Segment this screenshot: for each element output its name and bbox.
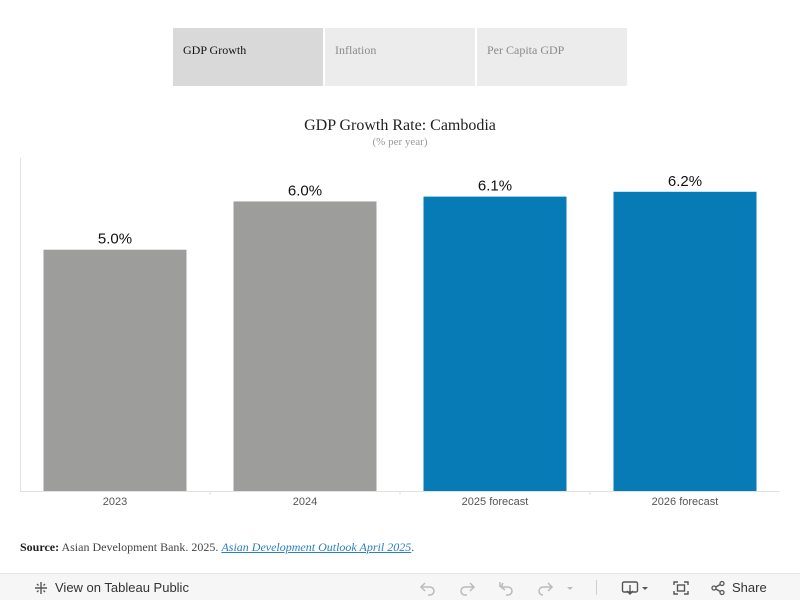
bar-2025-forecast — [423, 196, 567, 491]
x-tick-label: 2023 — [103, 496, 127, 508]
share-button[interactable]: Share — [710, 574, 767, 600]
bar-2024 — [233, 201, 377, 491]
bar-2026-forecast — [613, 191, 757, 492]
tab-inflation[interactable]: Inflation — [325, 28, 475, 86]
tableau-logo-icon — [35, 581, 47, 594]
source-link[interactable]: Asian Development Outlook April 2025 — [221, 540, 412, 554]
share-icon — [711, 580, 725, 595]
toolbar-divider — [596, 580, 597, 595]
refresh-menu-button[interactable] — [565, 574, 575, 600]
share-label: Share — [732, 580, 767, 595]
x-tick-label: 2025 forecast — [462, 496, 529, 508]
source-label: Source: — [20, 540, 60, 554]
tab-bar: GDP Growth Inflation Per Capita GDP — [173, 28, 627, 86]
undo-button[interactable] — [419, 574, 437, 600]
view-on-tableau-button[interactable]: View on Tableau Public — [33, 574, 189, 600]
x-tick-label: 2024 — [293, 496, 317, 508]
chevron-down-icon — [567, 586, 573, 590]
bar-chart: 5.0% 2023 6.0% 2024 6.1% 2025 forecast 6.2% 202… — [20, 158, 780, 508]
data-label: 6.0% — [288, 182, 322, 199]
fullscreen-icon — [673, 580, 689, 595]
source-text: Asian Development Bank. 2025. — [61, 540, 219, 554]
fullscreen-button[interactable] — [672, 574, 690, 600]
x-tick-label: 2026 forecast — [652, 496, 719, 508]
download-button[interactable] — [621, 574, 651, 600]
refresh-icon — [538, 581, 554, 596]
bar-2023 — [43, 249, 187, 491]
chart-title: GDP Growth Rate: Cambodia — [304, 117, 496, 134]
view-on-tableau-label: View on Tableau Public — [55, 580, 189, 595]
data-label: 6.2% — [668, 173, 702, 190]
revert-button[interactable] — [497, 574, 515, 600]
data-label: 5.0% — [98, 231, 132, 248]
tab-per-capita-gdp[interactable]: Per Capita GDP — [477, 28, 627, 86]
data-label: 6.1% — [478, 178, 512, 195]
tab-gdp-growth[interactable]: GDP Growth — [173, 28, 323, 86]
redo-icon — [460, 581, 476, 596]
redo-button[interactable] — [458, 574, 476, 600]
revert-icon — [499, 581, 513, 596]
refresh-button[interactable] — [536, 574, 554, 600]
chart-subtitle: (% per year) — [372, 136, 428, 148]
undo-icon — [419, 581, 435, 596]
source-suffix: . — [411, 540, 415, 554]
download-icon — [621, 580, 648, 595]
source-note: Source: Asian Development Bank. 2025. As… — [20, 540, 414, 555]
tableau-toolbar: View on Tableau Public — [0, 573, 800, 600]
